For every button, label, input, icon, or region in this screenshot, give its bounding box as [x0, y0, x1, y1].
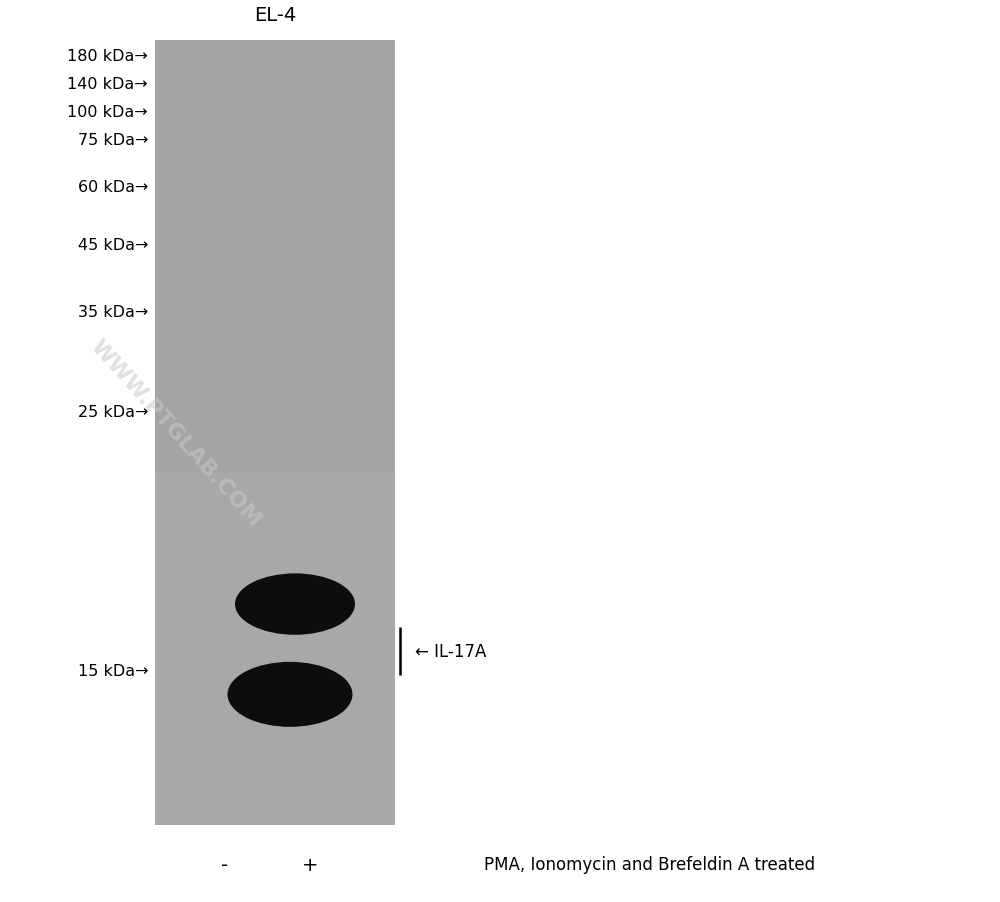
- Text: +: +: [302, 854, 318, 874]
- Text: ← IL-17A: ← IL-17A: [415, 642, 486, 660]
- Text: 75 kDa→: 75 kDa→: [78, 133, 148, 148]
- Bar: [155, 41, 395, 825]
- Ellipse shape: [228, 662, 352, 727]
- Text: EL-4: EL-4: [254, 5, 296, 24]
- Text: 180 kDa→: 180 kDa→: [67, 49, 148, 64]
- Text: 100 kDa→: 100 kDa→: [67, 105, 148, 120]
- Text: 35 kDa→: 35 kDa→: [78, 305, 148, 319]
- Ellipse shape: [235, 574, 355, 635]
- Bar: [155, 41, 395, 473]
- Text: PMA, Ionomycin and Brefeldin A treated: PMA, Ionomycin and Brefeldin A treated: [484, 855, 816, 873]
- Text: 45 kDa→: 45 kDa→: [78, 238, 148, 253]
- Text: WWW.PTGLAB.COM: WWW.PTGLAB.COM: [86, 336, 264, 530]
- Text: 140 kDa→: 140 kDa→: [67, 77, 148, 92]
- Text: 25 kDa→: 25 kDa→: [78, 405, 148, 419]
- Text: 60 kDa→: 60 kDa→: [78, 179, 148, 195]
- Text: 15 kDa→: 15 kDa→: [78, 664, 148, 678]
- Text: -: -: [221, 854, 229, 874]
